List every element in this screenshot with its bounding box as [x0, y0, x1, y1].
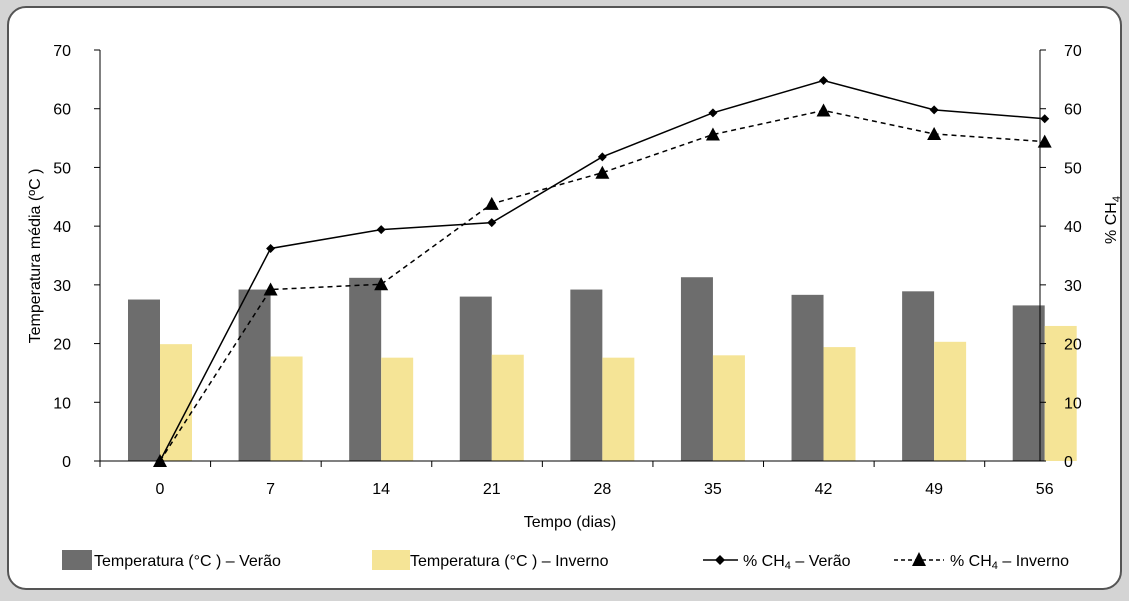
right-y-tick-label: 70: [1064, 43, 1082, 60]
x-tick-label: 56: [1036, 481, 1054, 498]
bars-layer: [128, 277, 1077, 461]
left-y-tick-label: 40: [53, 219, 71, 236]
left-y-tick-label: 60: [53, 102, 71, 119]
bar-summer-28: [570, 289, 603, 461]
legend-label-ch4-summer: % CH4 – Verão: [743, 553, 851, 572]
bar-winter-35: [712, 355, 745, 461]
bar-winter-21: [491, 354, 524, 461]
left-y-tick-label: 30: [53, 278, 71, 295]
right-y-tick-label: 50: [1064, 160, 1082, 177]
legend-label-temp-summer: Temperatura (°C ) – Verão: [94, 553, 281, 570]
point-ch4-summer-35: [708, 108, 718, 118]
left-y-tick-label: 0: [62, 454, 71, 471]
chart-panel: [7, 6, 1122, 590]
point-ch4-summer-28: [597, 152, 607, 162]
point-ch4-winter-28: [595, 165, 610, 179]
point-ch4-winter-21: [484, 196, 499, 210]
point-ch4-summer-14: [376, 225, 386, 235]
point-ch4-winter-7: [263, 282, 278, 296]
x-tick-label: 0: [156, 481, 165, 498]
bar-summer-21: [459, 296, 492, 461]
right-y-axis-title-sub: 4: [1111, 196, 1123, 202]
x-tick-label: 14: [372, 481, 390, 498]
legend-marker-ch4-winter: [912, 552, 926, 566]
legend-swatch-temp-summer: [62, 550, 92, 570]
bar-winter-0: [160, 344, 192, 461]
legend-swatch-temp-winter: [372, 550, 410, 570]
left-y-axis-title: Temperatura média (ºC ): [27, 169, 44, 344]
x-tick-label: 42: [815, 481, 833, 498]
point-ch4-summer-49: [929, 105, 939, 115]
legend-marker-ch4-summer: [715, 555, 725, 565]
bar-winter-14: [381, 357, 414, 461]
point-ch4-summer-7: [266, 243, 276, 253]
right-y-axis-title-main: % CH: [1103, 202, 1120, 244]
x-tick-label: 7: [266, 481, 275, 498]
legend-label-ch4-winter-prefix: % CH: [950, 553, 992, 570]
bar-summer-0: [128, 299, 160, 461]
left-y-tick-label: 10: [53, 395, 71, 412]
point-ch4-summer-56: [1040, 114, 1050, 124]
bar-summer-35: [680, 277, 713, 461]
right-y-tick-label: 40: [1064, 219, 1082, 236]
bar-winter-49: [934, 341, 967, 461]
bar-winter-56: [1044, 325, 1077, 461]
right-y-tick-label: 10: [1064, 395, 1082, 412]
bar-winter-7: [270, 356, 303, 461]
point-ch4-winter-42: [816, 103, 831, 117]
x-axis-title: Tempo (dias): [524, 514, 616, 531]
legend-label-ch4-summer-suffix: – Verão: [791, 553, 851, 570]
bar-summer-56: [1012, 305, 1045, 461]
right-y-tick-label: 30: [1064, 278, 1082, 295]
point-ch4-winter-0: [153, 454, 167, 467]
right-y-tick-label: 0: [1064, 454, 1073, 471]
point-ch4-summer-42: [819, 76, 829, 86]
bar-summer-7: [238, 289, 271, 461]
left-y-tick-label: 50: [53, 160, 71, 177]
ticks-layer: 0 10 20 30 40 50 60 70 0 10 20 30 40 50 60 70 0 7 14 21 28 35…: [53, 43, 1082, 498]
legend-label-temp-winter: Temperatura (°C ) – Inverno: [410, 553, 609, 570]
point-ch4-summer-21: [487, 218, 497, 228]
legend-label-ch4-winter-sub: 4: [992, 560, 998, 572]
right-y-axis-title: % CH4: [1103, 196, 1123, 244]
bar-winter-28: [602, 357, 635, 461]
bar-winter-42: [823, 347, 856, 461]
x-tick-label: 21: [483, 481, 501, 498]
legend: Temperatura (°C ) – Verão Temperatura (°…: [62, 550, 1069, 572]
x-tick-label: 28: [593, 481, 611, 498]
bar-summer-14: [349, 277, 382, 461]
bar-summer-42: [791, 294, 824, 461]
x-tick-label: 35: [704, 481, 722, 498]
legend-label-ch4-summer-sub: 4: [785, 560, 791, 572]
point-ch4-winter-49: [927, 126, 942, 140]
point-ch4-winter-35: [705, 127, 720, 141]
left-y-tick-label: 20: [53, 337, 71, 354]
legend-label-ch4-winter: % CH4 – Inverno: [950, 553, 1069, 572]
lines-layer: [153, 76, 1052, 467]
legend-label-ch4-summer-prefix: % CH: [743, 553, 785, 570]
x-tick-label: 49: [925, 481, 943, 498]
legend-label-ch4-winter-suffix: – Inverno: [998, 553, 1069, 570]
bar-summer-49: [902, 291, 935, 461]
right-y-tick-label: 60: [1064, 102, 1082, 119]
point-ch4-winter-56: [1037, 134, 1052, 148]
left-y-tick-label: 70: [53, 43, 71, 60]
right-y-tick-label: 20: [1064, 337, 1082, 354]
point-ch4-winter-14: [374, 277, 389, 291]
